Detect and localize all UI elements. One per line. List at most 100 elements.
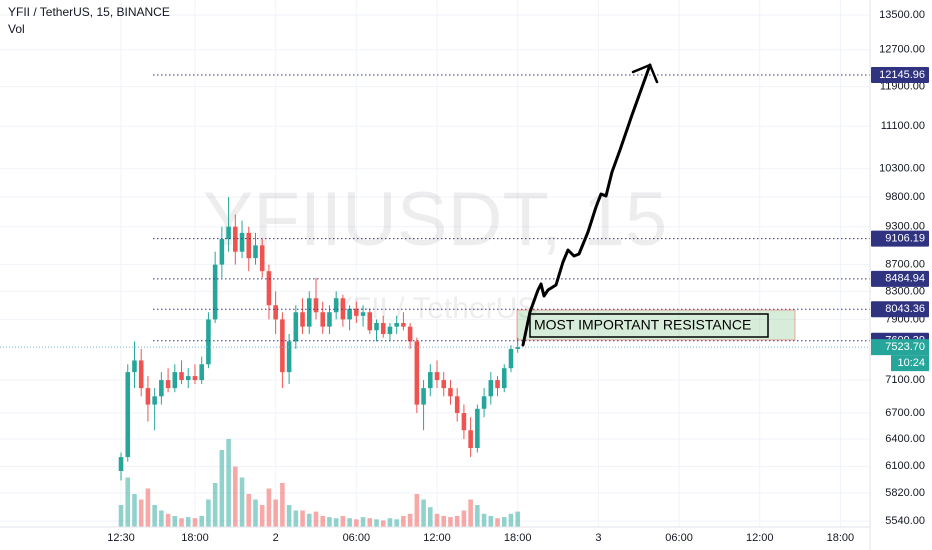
x-tick-label: 12:00 xyxy=(746,532,774,544)
candle-body xyxy=(233,226,238,252)
candle-body xyxy=(185,376,191,381)
volume-bar xyxy=(125,477,131,527)
candle-body xyxy=(219,239,225,265)
x-tick-label: 3 xyxy=(595,532,601,544)
candle-body xyxy=(501,368,507,389)
candle-body xyxy=(259,245,265,272)
candle-body xyxy=(515,347,520,349)
volume-bar xyxy=(414,494,420,527)
candle-body xyxy=(367,312,373,331)
watermark: YFIIUSDT, 15 xyxy=(203,177,668,262)
candle-body xyxy=(246,232,252,259)
x-tick-label: 18:00 xyxy=(181,532,209,544)
volume-bar xyxy=(347,518,352,527)
level-label: 9106.19 xyxy=(885,233,925,245)
x-tick-label: 12:30 xyxy=(107,532,135,544)
volume-bar xyxy=(495,518,500,527)
candle-body xyxy=(320,312,326,327)
x-tick-label: 06:00 xyxy=(665,532,693,544)
countdown-bg xyxy=(891,355,929,372)
volume-bar xyxy=(253,499,258,527)
candle-body xyxy=(226,226,231,240)
y-tick-label: 9800.00 xyxy=(885,191,925,203)
candle-body xyxy=(239,232,245,252)
volume-bar xyxy=(461,510,467,527)
volume-bar xyxy=(145,488,151,527)
candle-body xyxy=(454,396,460,414)
candle-body xyxy=(293,312,299,342)
volume-bar xyxy=(280,483,285,527)
candle-body xyxy=(428,372,433,389)
annotation-box xyxy=(529,313,769,338)
level-label-bg xyxy=(871,301,929,318)
volume-bar xyxy=(475,505,480,527)
candle-body xyxy=(273,305,278,320)
volume-bar xyxy=(327,517,332,527)
x-tick-label: 06:00 xyxy=(343,532,371,544)
volume-bar xyxy=(340,516,346,527)
candle-body xyxy=(125,372,131,458)
volume-bar xyxy=(501,517,507,527)
volume-bar xyxy=(434,513,440,527)
candle-body xyxy=(448,388,453,397)
candle-body xyxy=(192,376,198,381)
y-tick-label: 6100.00 xyxy=(885,460,925,472)
annotation: MOST IMPORTANT RESISTANCE xyxy=(534,317,751,333)
candle-body xyxy=(179,372,184,381)
candle-body xyxy=(199,364,204,381)
volume-bar xyxy=(172,516,178,527)
volume-bar xyxy=(333,518,339,527)
volume-bar xyxy=(226,439,231,527)
candle-body xyxy=(313,298,319,313)
volume-bar xyxy=(367,518,373,527)
volume-bar xyxy=(448,517,453,527)
volume-bar xyxy=(233,466,238,527)
y-tick-label: 11100.00 xyxy=(881,120,925,132)
candle-body xyxy=(253,245,258,259)
volume-bar xyxy=(401,516,406,527)
volume-bar xyxy=(159,510,164,527)
y-tick-label: 8300.00 xyxy=(885,285,925,297)
candle-body xyxy=(118,457,124,471)
level-label: 8043.36 xyxy=(885,303,925,315)
candle-body xyxy=(145,388,151,405)
arrow-head xyxy=(631,63,659,84)
y-tick-label: 13500.00 xyxy=(879,9,925,21)
level-label: 12145.96 xyxy=(879,69,925,81)
candle-body xyxy=(401,323,406,327)
y-tick-label: 12700.00 xyxy=(879,44,925,56)
volume-bar xyxy=(387,518,393,527)
candle-body xyxy=(206,319,211,365)
x-tick-label: 2 xyxy=(273,532,279,544)
candle-body xyxy=(138,360,144,389)
volume-bar xyxy=(454,516,460,527)
volume-bar xyxy=(199,516,204,527)
candle-body xyxy=(340,298,346,320)
candle-body xyxy=(394,323,399,327)
candle-body xyxy=(508,348,514,369)
level-label-bg xyxy=(871,230,929,247)
volume-bar xyxy=(239,477,245,527)
candle-body xyxy=(266,271,272,306)
volume-bar xyxy=(246,494,252,527)
candle-body xyxy=(165,380,171,389)
y-tick-label: 6400.00 xyxy=(885,433,925,445)
resistance-zone xyxy=(516,309,796,341)
volume-bar xyxy=(306,513,312,527)
volume-bar xyxy=(286,505,292,527)
level-label-bg xyxy=(871,270,929,287)
volume-bar xyxy=(515,511,520,527)
volume-bar xyxy=(313,511,319,527)
last-price-label: 7523.70 xyxy=(885,341,925,353)
watermark-subtitle: YFII / TetherUS xyxy=(333,292,538,325)
volume-bar xyxy=(118,505,124,527)
last-price-bg xyxy=(871,339,929,356)
candle-body xyxy=(360,312,366,316)
volume-bar xyxy=(165,513,171,527)
volume-bar xyxy=(206,499,211,527)
y-tick-label: 9300.00 xyxy=(885,221,925,233)
candle-body xyxy=(152,396,157,405)
volume-bar xyxy=(407,513,413,527)
volume-bar xyxy=(488,516,494,527)
volume-bar xyxy=(394,519,399,527)
